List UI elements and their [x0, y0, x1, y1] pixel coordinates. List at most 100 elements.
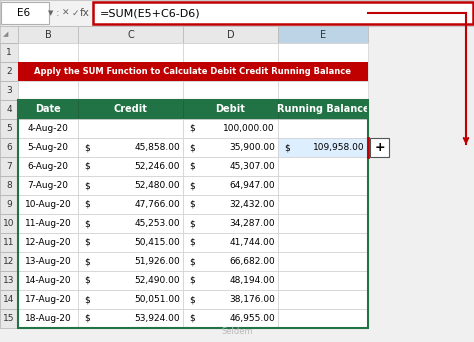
- Bar: [183, 138, 278, 157]
- Text: $: $: [189, 124, 195, 133]
- Bar: [78, 271, 183, 290]
- Bar: [278, 157, 368, 176]
- Text: 17-Aug-20: 17-Aug-20: [25, 295, 72, 304]
- Bar: [78, 119, 183, 138]
- Bar: [93, 2, 473, 24]
- Bar: [78, 252, 183, 271]
- Bar: [278, 157, 368, 176]
- Text: 10-Aug-20: 10-Aug-20: [25, 200, 72, 209]
- Bar: [278, 233, 368, 252]
- Text: 50,051.00: 50,051.00: [134, 295, 180, 304]
- Text: $: $: [189, 314, 195, 323]
- Bar: [18, 176, 78, 195]
- Bar: [18, 214, 78, 233]
- Bar: [18, 176, 78, 195]
- Bar: [18, 195, 78, 214]
- Bar: [0, 309, 18, 328]
- Bar: [278, 252, 368, 271]
- Bar: [278, 100, 368, 119]
- Text: 13: 13: [3, 276, 15, 285]
- Bar: [278, 26, 368, 43]
- Text: D: D: [227, 29, 234, 39]
- Bar: [18, 138, 78, 157]
- Text: 14: 14: [3, 295, 15, 304]
- Bar: [183, 233, 278, 252]
- Bar: [0, 100, 18, 119]
- Bar: [0, 119, 18, 138]
- Bar: [78, 214, 183, 233]
- Text: 45,858.00: 45,858.00: [134, 143, 180, 152]
- Bar: [78, 100, 183, 119]
- Text: 52,490.00: 52,490.00: [134, 276, 180, 285]
- Bar: [0, 26, 18, 43]
- Bar: [18, 43, 78, 62]
- Text: 45,307.00: 45,307.00: [229, 162, 275, 171]
- Text: E6: E6: [18, 8, 30, 18]
- Bar: [18, 271, 78, 290]
- Text: 41,744.00: 41,744.00: [229, 238, 275, 247]
- Bar: [183, 157, 278, 176]
- Bar: [0, 138, 18, 157]
- Bar: [78, 271, 183, 290]
- Text: 18-Aug-20: 18-Aug-20: [25, 314, 72, 323]
- Text: =SUM(E5+C6-D6): =SUM(E5+C6-D6): [100, 8, 201, 18]
- Text: $: $: [84, 238, 90, 247]
- Bar: [0, 252, 18, 271]
- Text: $: $: [189, 162, 195, 171]
- Bar: [278, 176, 368, 195]
- Bar: [78, 195, 183, 214]
- Bar: [0, 157, 18, 176]
- Bar: [0, 176, 18, 195]
- Bar: [278, 233, 368, 252]
- Bar: [18, 252, 78, 271]
- Bar: [278, 138, 368, 157]
- Text: 5: 5: [6, 124, 12, 133]
- Bar: [18, 309, 78, 328]
- Bar: [18, 290, 78, 309]
- Text: $: $: [84, 314, 90, 323]
- Text: 6: 6: [6, 143, 12, 152]
- Bar: [78, 62, 183, 81]
- Bar: [18, 157, 78, 176]
- Bar: [78, 176, 183, 195]
- Text: $: $: [84, 295, 90, 304]
- Bar: [1, 2, 49, 24]
- Text: ✓: ✓: [71, 9, 79, 17]
- Bar: [18, 309, 78, 328]
- Bar: [183, 81, 278, 100]
- Text: 11: 11: [3, 238, 15, 247]
- Bar: [278, 195, 368, 214]
- Text: 32,432.00: 32,432.00: [229, 200, 275, 209]
- Bar: [18, 157, 78, 176]
- Text: $: $: [84, 257, 90, 266]
- Bar: [78, 119, 183, 138]
- Bar: [18, 81, 78, 100]
- Bar: [18, 100, 368, 328]
- Bar: [78, 309, 183, 328]
- Text: Credit: Credit: [114, 105, 147, 115]
- Bar: [183, 43, 278, 62]
- Bar: [278, 309, 368, 328]
- Text: Apply the SUM Function to Calculate Debit Credit Running Balance: Apply the SUM Function to Calculate Debi…: [35, 67, 352, 76]
- Text: 10: 10: [3, 219, 15, 228]
- Text: 35,900.00: 35,900.00: [229, 143, 275, 152]
- Bar: [278, 271, 368, 290]
- Text: $: $: [189, 143, 195, 152]
- Bar: [0, 0, 474, 26]
- Text: 12-Aug-20: 12-Aug-20: [25, 238, 71, 247]
- Bar: [78, 157, 183, 176]
- Bar: [183, 309, 278, 328]
- Bar: [78, 214, 183, 233]
- Bar: [183, 252, 278, 271]
- Text: 7: 7: [6, 162, 12, 171]
- Text: 46,955.00: 46,955.00: [229, 314, 275, 323]
- Bar: [0, 290, 18, 309]
- Bar: [78, 195, 183, 214]
- Text: 11-Aug-20: 11-Aug-20: [25, 219, 72, 228]
- Text: $: $: [84, 143, 90, 152]
- Bar: [18, 62, 78, 81]
- Bar: [78, 43, 183, 62]
- Bar: [18, 290, 78, 309]
- Text: 47,766.00: 47,766.00: [134, 200, 180, 209]
- Text: C: C: [127, 29, 134, 39]
